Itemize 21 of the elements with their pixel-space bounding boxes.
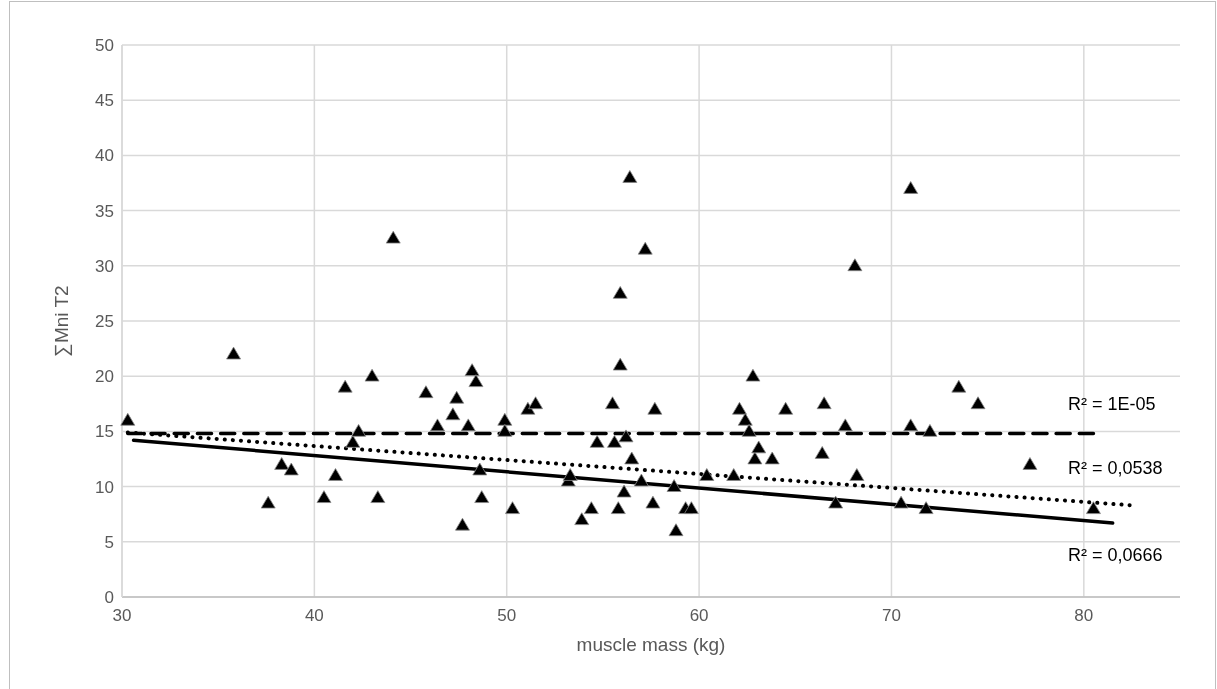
- y-tick-label: 15: [95, 422, 114, 442]
- x-axis-title: muscle mass (kg): [576, 634, 726, 655]
- x-tick-label: 50: [497, 606, 517, 625]
- y-tick-label: 30: [95, 256, 114, 276]
- y-tick-label: 50: [95, 35, 114, 55]
- y-axis-title: ∑Mni T2: [51, 285, 73, 357]
- x-tick-label: 70: [881, 606, 901, 625]
- annotation: R² = 0,0538: [1068, 458, 1163, 478]
- x-tick-label: 80: [1074, 606, 1094, 625]
- y-tick-label: 5: [104, 532, 114, 552]
- y-tick-label: 45: [95, 91, 114, 111]
- y-tick-label: 25: [95, 311, 114, 331]
- y-tick-label: 20: [95, 367, 114, 387]
- y-tick-label: 35: [95, 201, 114, 221]
- x-tick-label: 60: [689, 606, 709, 625]
- y-tick-label: 10: [95, 477, 114, 497]
- x-tick-label: 40: [304, 606, 324, 625]
- y-tick-label: 40: [95, 146, 114, 166]
- annotation: R² = 0,0666: [1068, 545, 1163, 565]
- annotation: R² = 1E-05: [1068, 394, 1156, 414]
- y-tick-label: 0: [104, 587, 114, 607]
